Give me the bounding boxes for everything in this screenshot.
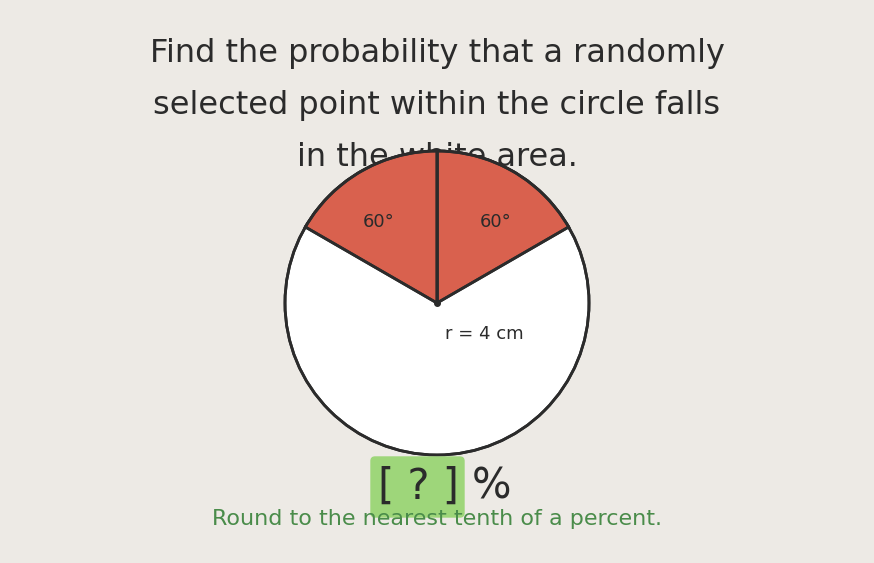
Text: 60°: 60°: [480, 213, 511, 231]
Text: in the white area.: in the white area.: [296, 142, 578, 173]
Text: selected point within the circle falls: selected point within the circle falls: [154, 90, 720, 121]
Wedge shape: [305, 151, 437, 303]
Circle shape: [285, 151, 589, 455]
FancyBboxPatch shape: [371, 457, 464, 517]
Text: [ ? ]: [ ? ]: [378, 466, 459, 508]
Text: r = 4 cm: r = 4 cm: [445, 325, 524, 343]
Text: 60°: 60°: [363, 213, 394, 231]
Text: Round to the nearest tenth of a percent.: Round to the nearest tenth of a percent.: [212, 509, 662, 529]
Text: %: %: [472, 466, 512, 508]
Wedge shape: [437, 151, 569, 303]
Text: Find the probability that a randomly: Find the probability that a randomly: [149, 38, 725, 69]
